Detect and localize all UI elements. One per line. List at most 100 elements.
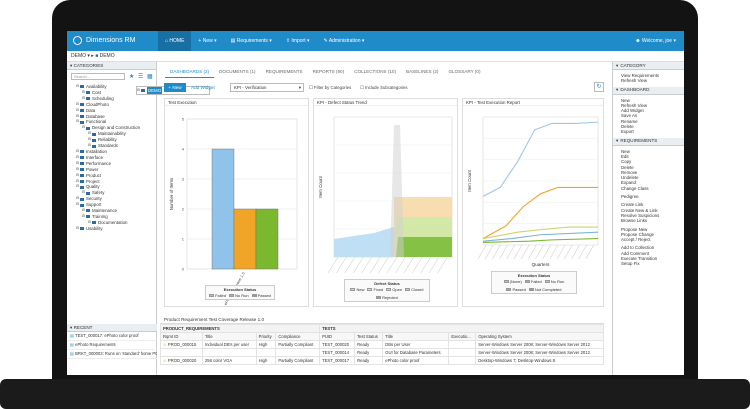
action-link[interactable]: Browse Links bbox=[621, 218, 648, 224]
welcome-user[interactable]: ☻ Welcome, joe ▾ bbox=[635, 38, 676, 44]
action-link[interactable]: Copy bbox=[621, 159, 632, 165]
action-link[interactable]: Create New & Link bbox=[621, 207, 658, 213]
table-row[interactable]: ⚠ PROD_000020 256 color VGA High Partially … bbox=[160, 356, 604, 365]
tree-item[interactable]: ⊟ Availability bbox=[70, 84, 156, 90]
tree-item[interactable]: ⊟ Documentation bbox=[70, 220, 156, 226]
nav-item-import[interactable]: ⇪ Import ▾ bbox=[279, 31, 317, 51]
tab-reports[interactable]: REPORTS (90) bbox=[312, 69, 345, 74]
recent-item[interactable]: ▤ TEST_000017: ePhoto color proof bbox=[67, 332, 157, 341]
filter-categories-checkbox[interactable]: ☐ Filter by Categories bbox=[309, 85, 352, 90]
table-row[interactable]: ⚠ PROD_000015 Individual DB's per user Hig… bbox=[160, 340, 604, 349]
star-icon[interactable]: ★ bbox=[129, 74, 135, 80]
tree-icon[interactable]: ▦ bbox=[147, 74, 153, 80]
x-tick-mark bbox=[361, 256, 372, 274]
action-link[interactable]: Create Link bbox=[621, 202, 644, 208]
tree-item[interactable]: ⊟ Interface bbox=[70, 155, 156, 161]
folder-icon bbox=[79, 120, 84, 124]
tree-item[interactable]: ⊟ Standards bbox=[70, 143, 156, 149]
column-header[interactable]: Priority bbox=[255, 332, 277, 341]
tree-item[interactable]: ⊟ Security bbox=[70, 196, 156, 202]
tree-item[interactable]: ⊟ Cost bbox=[70, 90, 156, 96]
action-link[interactable]: Pedigree bbox=[621, 194, 639, 200]
tree-item[interactable]: ⊟ Design and Construction bbox=[70, 125, 156, 131]
tree-item[interactable]: ⊟ Project bbox=[70, 179, 156, 185]
nav-item-administration[interactable]: ✎ Administration ▾ bbox=[317, 31, 372, 51]
action-link[interactable]: Remove bbox=[621, 169, 638, 175]
tab-dashboards[interactable]: DASHBOARDS (2) bbox=[165, 66, 215, 78]
tree-item[interactable]: ⊟ Quality bbox=[70, 184, 156, 190]
tab-collections[interactable]: COLLECTIONS (10) bbox=[354, 69, 397, 74]
action-link[interactable]: Expand bbox=[621, 180, 636, 186]
add-widget-button[interactable]: Add Widget bbox=[191, 85, 215, 90]
action-link[interactable]: New bbox=[621, 148, 630, 154]
tree-item[interactable]: ⊟ Maintenance bbox=[70, 208, 156, 214]
action-link[interactable]: Add Widget bbox=[621, 108, 644, 114]
cell-priority: High bbox=[255, 356, 277, 365]
action-link[interactable]: Rename bbox=[621, 118, 638, 124]
action-link[interactable]: Undelete bbox=[621, 175, 639, 181]
action-link[interactable]: Resolve Suspicions bbox=[621, 212, 660, 218]
legend-title: Execution Status bbox=[223, 287, 257, 292]
tab-glossary[interactable]: GLOSSARY (0) bbox=[448, 69, 481, 74]
column-header[interactable]: Operating System bbox=[475, 332, 604, 341]
tree-item[interactable]: ⊟ Power bbox=[70, 167, 156, 173]
breadcrumb-project[interactable]: DEMO bbox=[71, 53, 86, 59]
table-row[interactable]: TEST_000014 Ready GUI for Database Paramet… bbox=[160, 348, 604, 357]
tree-item[interactable]: ⊟ Data bbox=[70, 108, 156, 114]
action-link[interactable]: Save As bbox=[621, 113, 638, 119]
action-link[interactable]: Change Class bbox=[621, 185, 649, 191]
tree-item[interactable]: ⊟ Product bbox=[70, 173, 156, 179]
nav-item-home[interactable]: ⌂ HOME bbox=[158, 31, 192, 51]
action-link[interactable]: Edit bbox=[621, 153, 629, 159]
category-search-input[interactable]: Search... bbox=[71, 73, 125, 80]
tab-baselines[interactable]: BASELINES (2) bbox=[406, 69, 439, 74]
dashboard-select[interactable]: KPI - Verification ▾ bbox=[230, 83, 304, 92]
tree-item[interactable]: ⊟ Support bbox=[70, 202, 156, 208]
expand-icon: ⊟ bbox=[76, 148, 79, 153]
tab-requirements[interactable]: REQUIREMENTS bbox=[265, 69, 303, 74]
action-link[interactable]: New bbox=[621, 97, 630, 103]
action-link[interactable]: Setup Fix bbox=[621, 261, 640, 267]
tree-item[interactable]: ⊟ Reliability bbox=[70, 137, 156, 143]
include-subcategories-checkbox[interactable]: ☐ Include Subcategories bbox=[360, 85, 408, 90]
column-header[interactable]: Rqmt ID bbox=[160, 332, 203, 341]
column-header[interactable]: Compliance bbox=[275, 332, 321, 341]
action-link[interactable]: Refresh View bbox=[621, 78, 648, 84]
tree-item[interactable]: ⊟ Scheduling bbox=[70, 96, 156, 102]
action-link[interactable]: Add to Collection bbox=[621, 245, 655, 251]
action-link[interactable]: View Requirements bbox=[621, 73, 659, 78]
action-link[interactable]: Export bbox=[621, 129, 634, 135]
tree-item[interactable]: ⊟ Installation bbox=[70, 149, 156, 155]
tree-item[interactable]: ⊟ Usability bbox=[70, 226, 156, 232]
action-link[interactable]: Propose Change bbox=[621, 231, 654, 237]
recent-item[interactable]: ▤ ePhoto Requirements bbox=[67, 341, 157, 350]
column-header[interactable]: Title bbox=[382, 332, 450, 341]
action-link[interactable]: Execute Transition bbox=[621, 256, 658, 262]
tree-item[interactable]: ⊟ CloudPhoto bbox=[70, 102, 156, 108]
column-header[interactable]: PUID bbox=[319, 332, 356, 341]
column-header[interactable]: Test Status bbox=[354, 332, 384, 341]
app-brand[interactable]: Dimensions RM bbox=[73, 36, 135, 45]
action-link[interactable]: Delete bbox=[621, 124, 634, 130]
tree-item[interactable]: ⊟ Safety bbox=[70, 190, 156, 196]
action-link[interactable]: Refresh View bbox=[621, 102, 648, 108]
column-header[interactable]: Title bbox=[201, 332, 257, 341]
action-link[interactable]: Delete bbox=[621, 164, 634, 170]
breadcrumb-folder[interactable]: DEMO bbox=[99, 53, 115, 59]
column-header[interactable]: Executio... bbox=[448, 332, 477, 341]
tree-item[interactable]: ⊟ Training bbox=[70, 214, 156, 220]
tree-item[interactable]: ⊟ Functional bbox=[70, 119, 156, 125]
action-link[interactable]: Propose New bbox=[621, 226, 648, 232]
tab-documents[interactable]: DOCUMENTS (1) bbox=[219, 69, 256, 74]
list-icon[interactable]: ☰ bbox=[138, 74, 144, 80]
new-button[interactable]: + New bbox=[164, 83, 186, 92]
recent-item[interactable]: ▤ BRKT_000003: Runs on 'standard' home P… bbox=[67, 350, 157, 359]
action-link[interactable]: Accept / Reject bbox=[621, 237, 651, 243]
action-link[interactable]: Add Comment bbox=[621, 250, 650, 256]
tree-item[interactable]: ⊟ Performance bbox=[70, 161, 156, 167]
nav-item-requirements[interactable]: ▤ Requirements ▾ bbox=[224, 31, 279, 51]
tree-item[interactable]: ⊟ Maintainability bbox=[70, 131, 156, 137]
nav-item-new[interactable]: + New ▾ bbox=[191, 31, 223, 51]
refresh-button[interactable]: ↻ bbox=[594, 82, 604, 92]
tree-item[interactable]: ⊟ Database bbox=[70, 114, 156, 120]
